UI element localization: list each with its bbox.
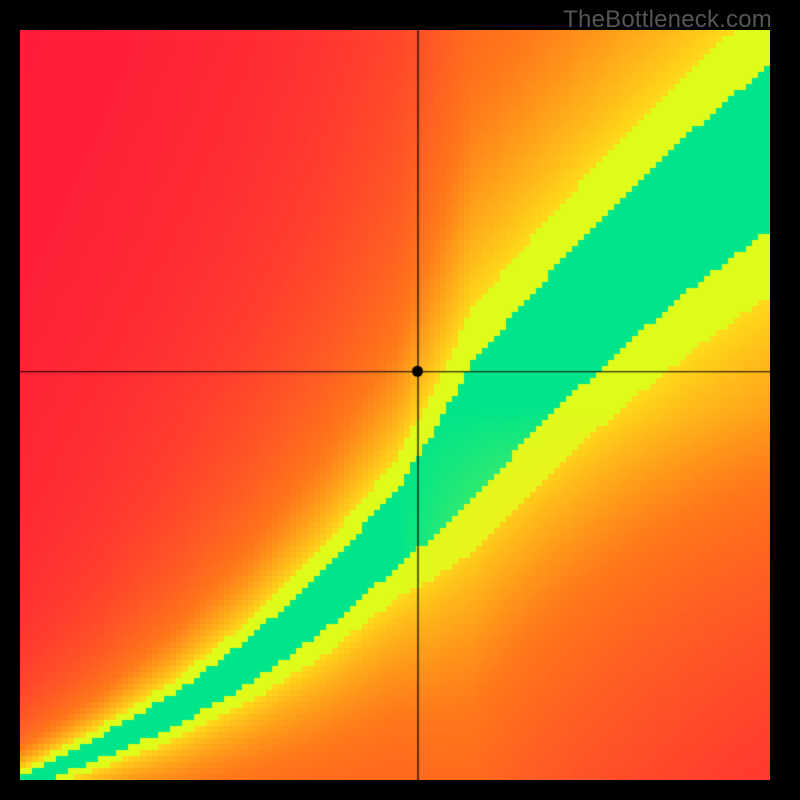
watermark-text: TheBottleneck.com: [563, 6, 772, 34]
chart-container: TheBottleneck.com: [0, 0, 800, 800]
bottleneck-heatmap: [20, 30, 770, 780]
